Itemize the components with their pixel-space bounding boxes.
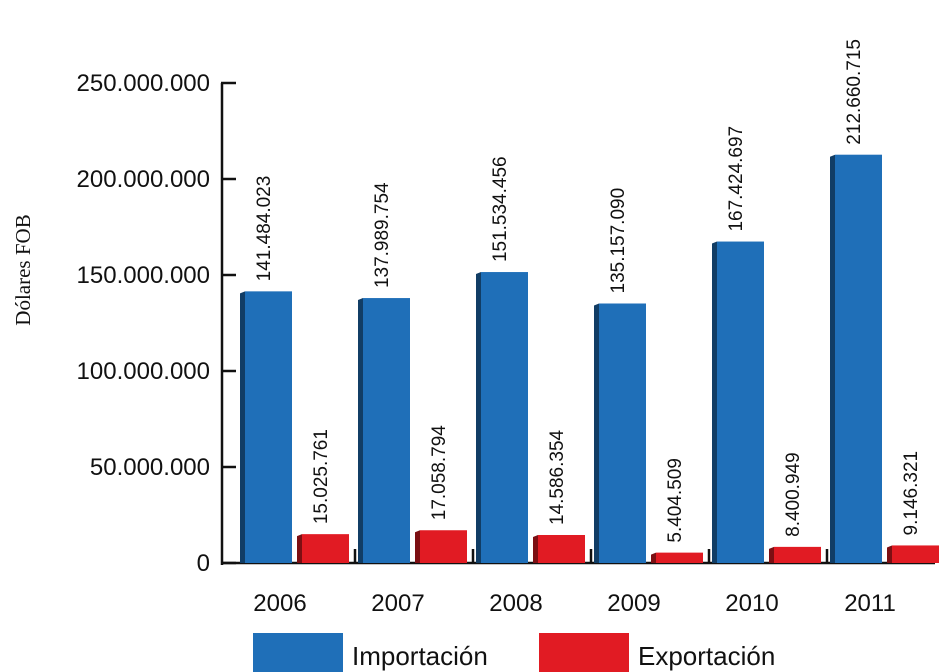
x-tick-label: 2010 bbox=[725, 590, 778, 617]
y-axis-label: Dólares FOB bbox=[11, 214, 35, 325]
data-label: 151.534.456 bbox=[490, 156, 511, 262]
legend-swatch bbox=[253, 633, 343, 672]
bar-side bbox=[769, 546, 774, 563]
bar-face bbox=[892, 545, 939, 563]
bar-face bbox=[599, 303, 646, 563]
bar-side bbox=[830, 154, 835, 564]
data-label: 8.400.949 bbox=[783, 452, 804, 537]
bar-side bbox=[594, 303, 599, 563]
bar-exportacion bbox=[887, 545, 939, 563]
legend: Importación Exportación bbox=[253, 633, 775, 672]
bar-importacion bbox=[830, 154, 882, 564]
bar-exportacion bbox=[415, 530, 467, 563]
x-axis: 2006 2007 2008 2009 2010 2011 bbox=[222, 549, 935, 617]
bar-exportacion bbox=[769, 546, 821, 563]
bars bbox=[240, 154, 939, 564]
data-label: 9.146.321 bbox=[901, 451, 922, 536]
legend-label: Exportación bbox=[638, 641, 775, 671]
data-labels: 141.484.023 15.025.761 137.989.754 17.058.7… bbox=[254, 39, 922, 543]
bar-importacion bbox=[358, 298, 410, 563]
bar-face bbox=[302, 534, 349, 563]
bar-face bbox=[363, 298, 410, 563]
bar-face bbox=[245, 291, 292, 563]
legend-item: Exportación bbox=[539, 633, 775, 672]
data-label: 5.404.509 bbox=[665, 458, 686, 543]
x-tick-label: 2009 bbox=[607, 590, 660, 617]
bar-side bbox=[297, 534, 302, 563]
bar-face bbox=[774, 546, 821, 563]
y-tick-label: 150.000.000 bbox=[77, 262, 210, 289]
x-tick-label: 2006 bbox=[253, 590, 306, 617]
bar-side bbox=[415, 530, 420, 563]
y-tick-label: 0 bbox=[197, 550, 210, 577]
bar-side bbox=[358, 298, 363, 563]
y-tick-label: 250.000.000 bbox=[77, 70, 210, 97]
bar-face bbox=[656, 552, 703, 563]
x-tick-label: 2011 bbox=[844, 590, 896, 617]
bar-face bbox=[717, 241, 764, 563]
bar-face bbox=[835, 154, 882, 564]
bar-importacion bbox=[240, 291, 292, 563]
legend-swatch bbox=[539, 633, 629, 672]
data-label: 141.484.023 bbox=[254, 176, 275, 282]
bar-exportacion bbox=[533, 534, 585, 563]
bar-side bbox=[712, 241, 717, 563]
legend-item: Importación bbox=[253, 633, 488, 672]
bar-importacion bbox=[594, 303, 646, 563]
bar-face bbox=[538, 534, 585, 563]
y-tick-label: 100.000.000 bbox=[77, 358, 210, 385]
data-label: 137.989.754 bbox=[372, 182, 393, 288]
x-tick-label: 2008 bbox=[489, 590, 542, 617]
bar-face bbox=[420, 530, 467, 563]
bar-exportacion bbox=[297, 534, 349, 563]
bar-side bbox=[476, 272, 481, 563]
bar-side bbox=[533, 534, 538, 563]
bar-exportacion bbox=[651, 552, 703, 563]
data-label: 135.157.090 bbox=[608, 188, 629, 294]
data-label: 17.058.794 bbox=[429, 425, 450, 521]
y-axis: 0 50.000.000 100.000.000 150.000.000 200.000… bbox=[77, 70, 236, 577]
x-tick-label: 2007 bbox=[371, 590, 424, 617]
bar-face bbox=[481, 272, 528, 563]
data-label: 212.660.715 bbox=[844, 39, 865, 145]
data-label: 167.424.697 bbox=[726, 126, 747, 232]
data-label: 15.025.761 bbox=[311, 429, 332, 524]
y-tick-label: 200.000.000 bbox=[77, 166, 210, 193]
bar-side bbox=[887, 545, 892, 563]
bar-importacion bbox=[712, 241, 764, 563]
y-tick-label: 50.000.000 bbox=[90, 454, 210, 481]
bar-importacion bbox=[476, 272, 528, 563]
data-label: 14.586.354 bbox=[547, 429, 568, 525]
bar-side bbox=[240, 291, 245, 563]
legend-label: Importación bbox=[352, 641, 488, 671]
bar-side bbox=[651, 552, 656, 563]
